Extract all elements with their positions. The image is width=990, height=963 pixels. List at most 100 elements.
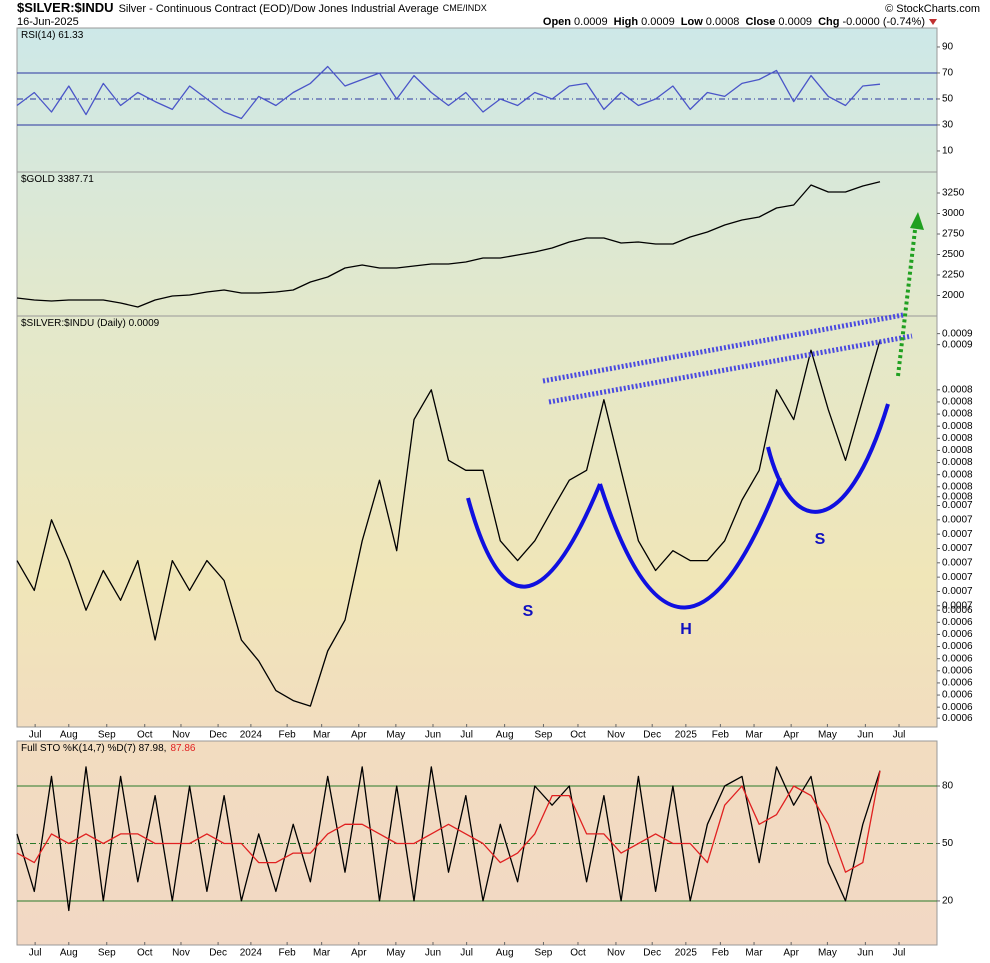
- panel-frame: [16, 315, 938, 728]
- y-tick-label: 2750: [942, 229, 965, 240]
- x-tick-label: Jul: [893, 730, 906, 741]
- x-tick-label: Jun: [425, 730, 441, 741]
- x-tick-label: Feb: [712, 730, 730, 741]
- x-tick-label: 2024: [240, 948, 263, 959]
- x-tick-label: Nov: [607, 948, 625, 959]
- y-tick-label: 0.0006: [942, 617, 973, 628]
- y-tick-label: 0.0007: [942, 529, 973, 540]
- y-tick-label: 70: [942, 68, 954, 79]
- series-line: [16, 770, 881, 873]
- x-tick-label: Oct: [137, 948, 153, 959]
- y-tick-label: 0.0008: [942, 481, 973, 492]
- channel-upper: [542, 312, 904, 384]
- x-tick-label: May: [818, 948, 837, 959]
- panel-label-text: $GOLD 3387.71: [21, 174, 94, 185]
- x-tick-label: Aug: [60, 948, 78, 959]
- down-indicator: [929, 19, 937, 25]
- x-tick-label: Nov: [172, 730, 190, 741]
- quote-label: Open: [543, 16, 571, 28]
- series-line: [16, 766, 881, 912]
- right-shoulder-arc: [766, 403, 890, 514]
- panels: 10 30 50 70 90 RSI(14) 61.33 2000 2250 2500 2750 3…: [16, 27, 973, 959]
- panel-label-text: Full STO %K(14,7) %D(7) 87.98,: [21, 743, 166, 754]
- quote-label: Low: [681, 16, 703, 28]
- pattern-label: S: [815, 531, 826, 548]
- y-tick-label: 0.0006: [942, 702, 973, 713]
- x-tick-label: Nov: [172, 948, 190, 959]
- y-tick-label: 3250: [942, 188, 965, 199]
- y-tick-label: 0.0006: [942, 653, 973, 664]
- panel-label: RSI(14) 61.33: [21, 30, 84, 41]
- price-panels-bg: [17, 28, 937, 727]
- credit: © StockCharts.com: [885, 3, 980, 15]
- date: 16-Jun-2025: [17, 16, 79, 28]
- y-tick-label: 0.0007: [942, 514, 973, 525]
- x-tick-label: Sep: [535, 948, 553, 959]
- x-tick-label: May: [386, 948, 405, 959]
- x-tick-label: Jun: [857, 730, 873, 741]
- y-tick-label: 0.0007: [942, 586, 973, 597]
- annotation-shapes: [466, 212, 924, 610]
- x-tick-label: Jul: [29, 948, 42, 959]
- head-arc: [598, 477, 782, 610]
- x-tick-label: Oct: [570, 730, 586, 741]
- x-tick-label: Apr: [783, 948, 799, 959]
- channel-lower: [548, 333, 913, 405]
- quote: Open 0.0009 High 0.0009 Low 0.0008 Close 0.0009…: [543, 16, 925, 28]
- pattern-label: S: [523, 603, 534, 620]
- x-tick-label: May: [386, 730, 405, 741]
- y-tick-label: 0.0008: [942, 457, 973, 468]
- x-tick-label: Aug: [496, 948, 514, 959]
- y-tick-label: 0.0008: [942, 445, 973, 456]
- description: Silver - Continuous Contract (EOD)/Dow J…: [119, 3, 439, 15]
- x-tick-label: Dec: [209, 730, 227, 741]
- x-tick-label: Dec: [643, 730, 661, 741]
- y-tick-label: 0.0008: [942, 433, 973, 444]
- y-tick-label: 90: [942, 42, 954, 53]
- y-tick-label: 0.0007: [942, 500, 973, 511]
- y-tick-label: 0.0009: [942, 328, 973, 339]
- panel-label-text: $SILVER:$INDU (Daily) 0.0009: [21, 318, 160, 329]
- y-tick-label: 2500: [942, 249, 965, 260]
- y-tick-label: 0.0006: [942, 665, 973, 676]
- panel-label: $GOLD 3387.71: [21, 174, 94, 185]
- x-tick-label: Oct: [570, 948, 586, 959]
- quote-value: 0.0008: [706, 16, 740, 28]
- x-tick-label: May: [818, 730, 837, 741]
- y-tick-label: 0.0006: [942, 641, 973, 652]
- quote-label: High: [614, 16, 639, 28]
- x-tick-label: Jun: [857, 948, 873, 959]
- x-tick-label: Sep: [98, 730, 116, 741]
- x-tick-label: Feb: [279, 730, 297, 741]
- x-tick-label: Apr: [351, 948, 367, 959]
- y-tick-label: 0.0008: [942, 421, 973, 432]
- target-arrowhead: [910, 212, 924, 230]
- y-tick-label: 0.0006: [942, 678, 973, 689]
- x-tick-label: Jun: [425, 948, 441, 959]
- y-tick-label: 0.0008: [942, 469, 973, 480]
- y-tick-label: 0.0008: [942, 397, 973, 408]
- panel-label-text: RSI(14) 61.33: [21, 30, 84, 41]
- y-tick-label: 50: [942, 94, 954, 105]
- y-tick-label: 0.0008: [942, 409, 973, 420]
- x-tick-label: 2025: [675, 948, 698, 959]
- y-tick-label: 0.0006: [942, 690, 973, 701]
- y-tick-label: 0.0006: [942, 713, 973, 724]
- quote-value: 0.0009: [641, 16, 675, 28]
- x-tick-label: Feb: [712, 948, 730, 959]
- panel-label-value: 87.86: [170, 743, 195, 754]
- quote-label: Close: [745, 16, 775, 28]
- x-tick-label: Jul: [29, 730, 42, 741]
- quote-value: 0.0009: [778, 16, 812, 28]
- panel-label: Full STO %K(14,7) %D(7) 87.98, 87.86: [21, 743, 196, 754]
- pattern-label: H: [680, 621, 692, 638]
- x-tick-label: Aug: [60, 730, 78, 741]
- x-tick-label: Mar: [745, 730, 763, 741]
- quote-value: 0.0009: [574, 16, 608, 28]
- left-shoulder-arc: [466, 483, 602, 589]
- x-tick-label: Sep: [98, 948, 116, 959]
- series-line: [16, 181, 881, 308]
- x-tick-label: Dec: [643, 948, 661, 959]
- x-tick-label: Jul: [460, 730, 473, 741]
